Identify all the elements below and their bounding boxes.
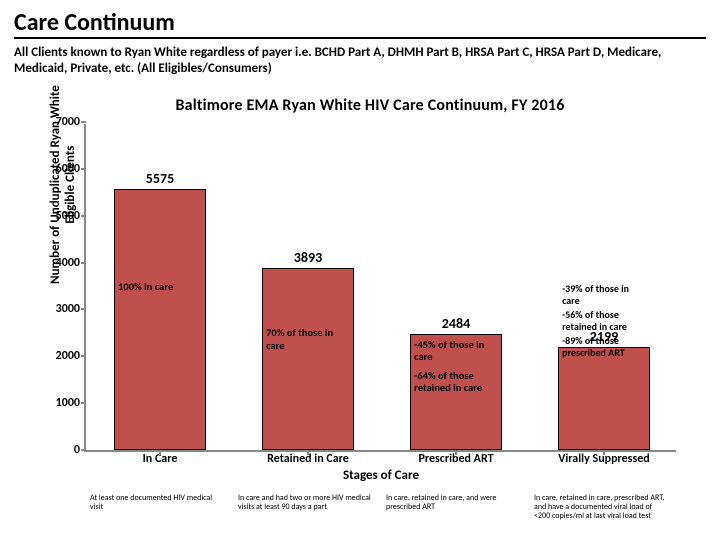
bar-value-label: 2484 <box>411 315 501 332</box>
bar-annotation: 70% of those in care <box>266 327 350 351</box>
bar-annotation: 100% in care <box>118 281 202 293</box>
x-tick-mark <box>159 450 161 455</box>
page-title: Care Continuum <box>14 8 706 37</box>
bar: 3893 <box>262 268 354 450</box>
y-tick-mark <box>81 215 86 217</box>
y-tick-mark <box>81 121 86 123</box>
chart-title: Baltimore EMA Ryan White HIV Care Contin… <box>40 96 700 115</box>
chart-container: Baltimore EMA Ryan White HIV Care Contin… <box>40 96 700 526</box>
page-subtitle: All Clients known to Ryan White regardle… <box>0 41 720 78</box>
y-tick-mark <box>81 402 86 404</box>
bar: 2199 <box>558 347 650 450</box>
y-tick-mark <box>81 262 86 264</box>
x-tick-mark <box>603 450 605 455</box>
bar: 5575 <box>114 189 206 450</box>
y-tick-mark <box>81 355 86 357</box>
plot-area: 01000200030004000500060007000In Care5575… <box>86 124 676 450</box>
x-axis-title: Stages of Care <box>343 450 419 483</box>
plot-frame: 01000200030004000500060007000In Care5575… <box>84 124 676 452</box>
stage-description: At least one documented HIV medical visi… <box>90 494 225 512</box>
bar-annotation: -39% of those in care-56% of those retai… <box>562 283 646 361</box>
y-tick-mark <box>81 449 86 451</box>
bar-annotation: -45% of those in care <box>414 339 498 363</box>
bar-value-label: 5575 <box>115 170 205 187</box>
stage-description: In care, retained in care, and were pres… <box>386 494 521 512</box>
x-tick-mark <box>455 450 457 455</box>
stage-description: In care and had two or more HIV medical … <box>238 494 373 512</box>
title-underline <box>14 37 706 39</box>
y-tick-mark <box>81 308 86 310</box>
stage-description: In care, retained in care, prescribed AR… <box>534 494 669 520</box>
y-tick-mark <box>81 168 86 170</box>
x-tick-mark <box>307 450 309 455</box>
bar-annotation: -64% of those retained in care <box>414 370 498 394</box>
bar-value-label: 3893 <box>263 249 353 266</box>
